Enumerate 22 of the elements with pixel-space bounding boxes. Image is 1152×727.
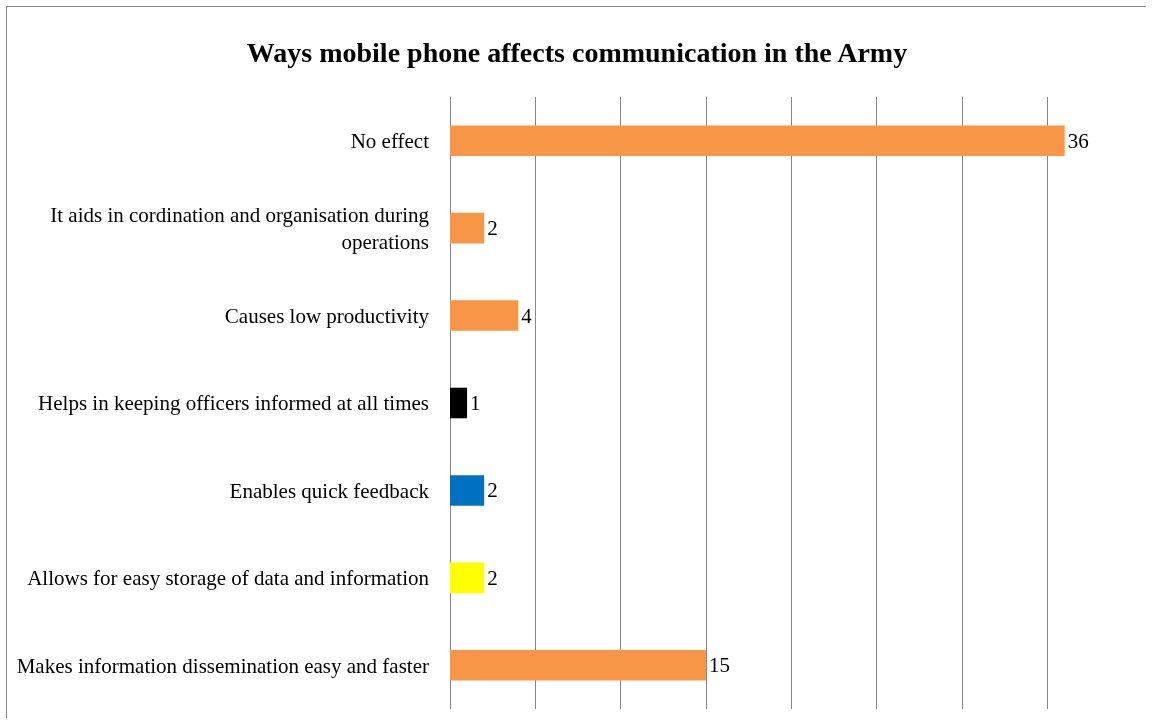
y-tick-label: Causes low productivity: [224, 303, 430, 328]
bar: [450, 300, 519, 331]
data-label: 2: [487, 565, 498, 590]
data-label: 36: [1067, 128, 1089, 153]
bar: [450, 562, 485, 594]
data-label: 1: [470, 391, 481, 415]
chart-title: Ways mobile phone affects communication in the Army: [246, 37, 908, 69]
data-label: 2: [487, 478, 498, 503]
y-tick-label: Enables quick feedback: [229, 478, 430, 503]
y-tick-label: Allows for easy storage of data and information: [27, 566, 430, 591]
data-label: 15: [709, 653, 731, 678]
bar: [450, 649, 707, 681]
data-label: 2: [487, 216, 498, 241]
bar: [450, 125, 1065, 157]
y-tick-label: Helps in keeping officers informed at all times: [38, 391, 429, 416]
data-label: 4: [521, 303, 533, 328]
y-tick-label: No effect: [350, 129, 430, 154]
bar: [450, 475, 485, 506]
y-tick-label: It aids in cordination and organisation during operations: [50, 202, 430, 255]
bar: [450, 212, 485, 244]
y-tick-label: Makes information dissemination easy and faster: [16, 653, 429, 678]
bar: [450, 387, 468, 419]
